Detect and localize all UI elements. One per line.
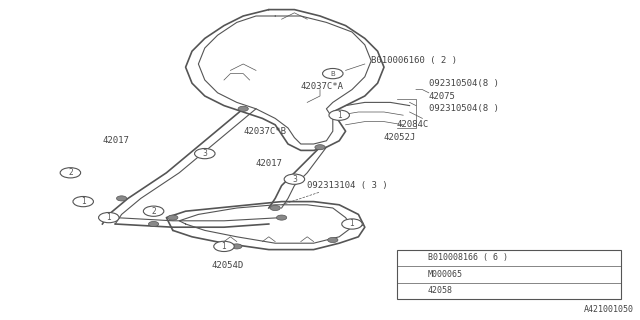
Text: 2: 2 (411, 271, 415, 277)
Text: 092310504(8 ): 092310504(8 ) (429, 79, 499, 88)
Circle shape (404, 270, 422, 279)
Text: 092313104 ( 3 ): 092313104 ( 3 ) (307, 181, 388, 190)
Text: 42058: 42058 (428, 286, 452, 295)
Circle shape (404, 286, 422, 295)
FancyBboxPatch shape (397, 250, 621, 299)
Text: 1: 1 (349, 220, 355, 228)
Circle shape (315, 145, 325, 150)
Text: 2: 2 (151, 207, 156, 216)
Circle shape (214, 241, 234, 252)
Text: M000065: M000065 (428, 270, 463, 279)
Text: 42017: 42017 (256, 159, 283, 168)
Text: B: B (330, 71, 335, 76)
Circle shape (329, 110, 349, 120)
Text: 1: 1 (337, 111, 342, 120)
Text: 1: 1 (221, 242, 227, 251)
Circle shape (116, 196, 127, 201)
Circle shape (404, 253, 422, 262)
Circle shape (276, 215, 287, 220)
Circle shape (284, 174, 305, 184)
Circle shape (148, 221, 159, 227)
Circle shape (328, 237, 338, 243)
Circle shape (323, 68, 343, 79)
Text: 092310504(8 ): 092310504(8 ) (429, 104, 499, 113)
Text: 42052J: 42052J (384, 133, 416, 142)
Circle shape (60, 168, 81, 178)
Text: B010008166 ( 6 ): B010008166 ( 6 ) (428, 253, 508, 262)
Text: 42075: 42075 (429, 92, 456, 100)
Text: 1: 1 (410, 255, 415, 261)
Circle shape (99, 212, 119, 223)
Text: 42037C*A: 42037C*A (301, 82, 344, 91)
Text: 42017: 42017 (102, 136, 129, 145)
Text: 3: 3 (410, 288, 415, 294)
Text: 3: 3 (292, 175, 297, 184)
Circle shape (143, 206, 164, 216)
Circle shape (353, 221, 364, 227)
Text: 1: 1 (106, 213, 111, 222)
Text: 1: 1 (81, 197, 86, 206)
Circle shape (73, 196, 93, 207)
Text: 3: 3 (202, 149, 207, 158)
Circle shape (342, 219, 362, 229)
Text: 42054D: 42054D (211, 261, 243, 270)
Text: 42084C: 42084C (397, 120, 429, 129)
Circle shape (238, 106, 248, 111)
Circle shape (195, 148, 215, 159)
Text: B010006160 ( 2 ): B010006160 ( 2 ) (371, 56, 457, 65)
Circle shape (270, 205, 280, 211)
Text: 42037C*B: 42037C*B (243, 127, 286, 136)
Circle shape (232, 244, 242, 249)
Text: A421001050: A421001050 (584, 305, 634, 314)
Circle shape (168, 215, 178, 220)
Text: 2: 2 (68, 168, 73, 177)
